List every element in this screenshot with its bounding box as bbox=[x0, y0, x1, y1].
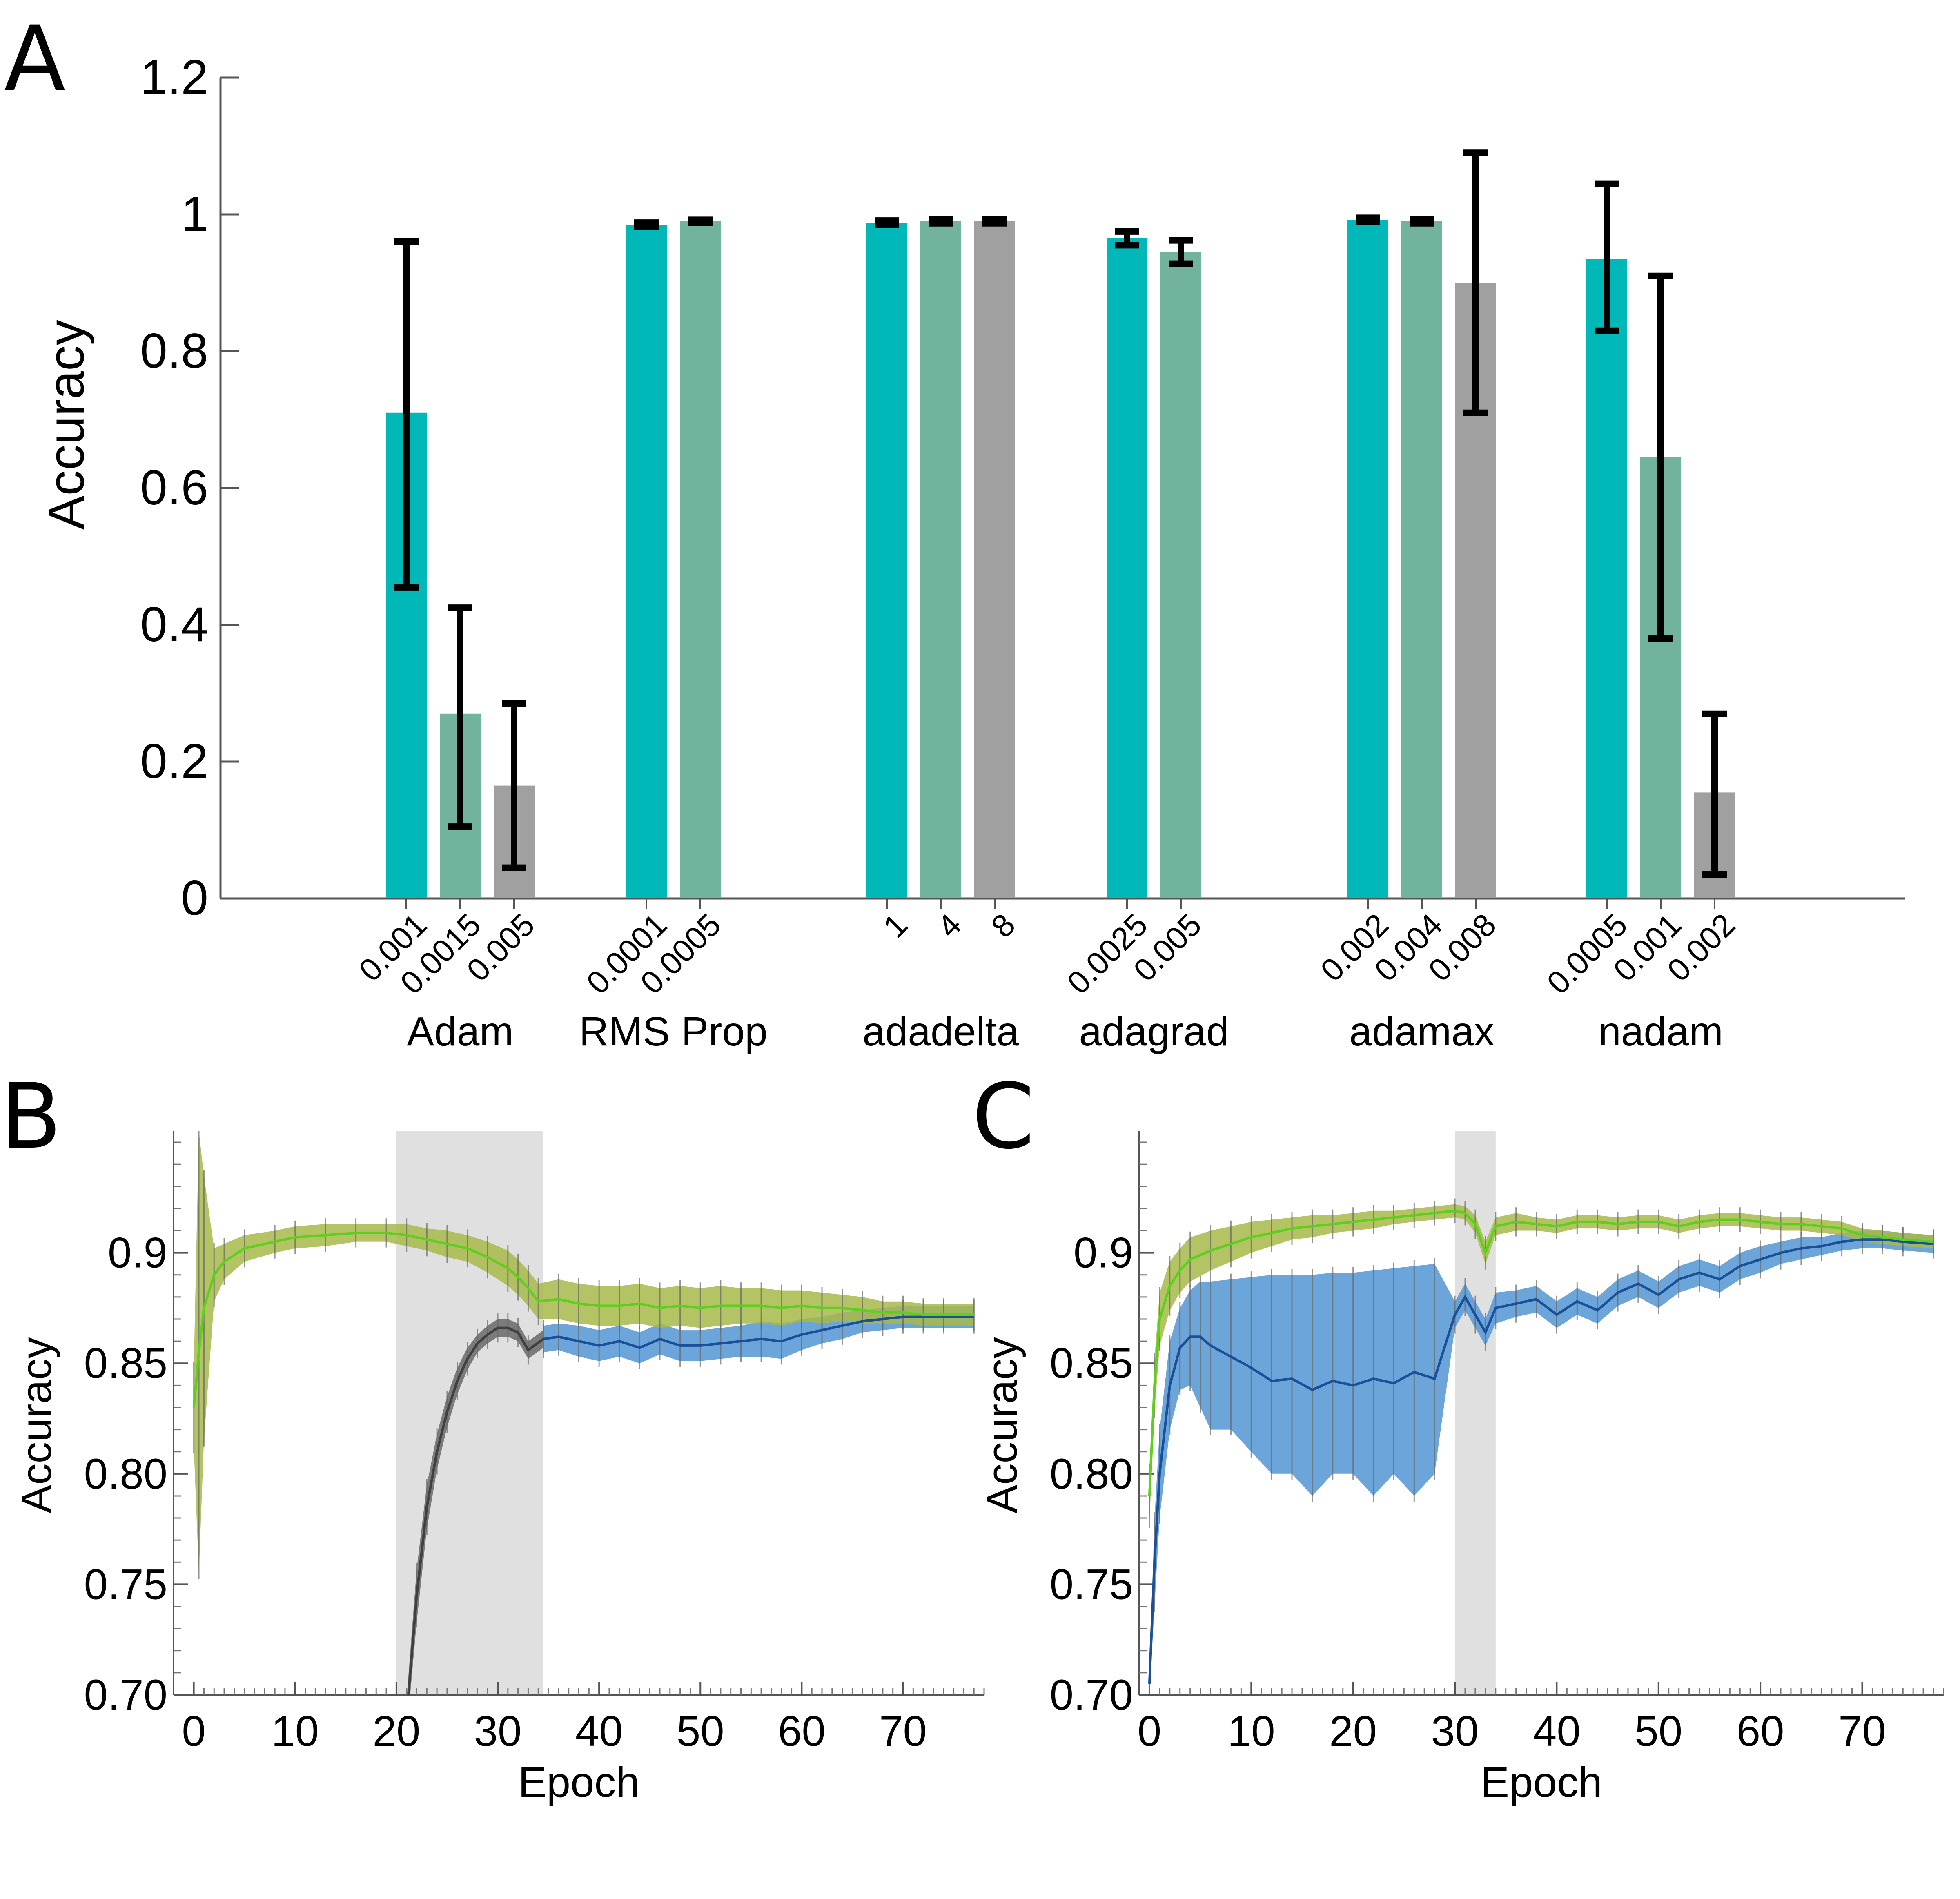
y-tick-label: 0.9 bbox=[1074, 1229, 1133, 1277]
optimizer-label: Adam bbox=[407, 1009, 513, 1054]
series-band-valid bbox=[1149, 1230, 1934, 1695]
chart-c-accuracy-vs-epoch: 0.70 0.75 0.80 0.85 0.9 0 10 20 30 40 50 60 70 Epoch A… bbox=[978, 1131, 1944, 1806]
x-tick-label: 60 bbox=[778, 1707, 826, 1755]
optimizer-label: adagrad bbox=[1079, 1009, 1229, 1054]
y-tick-label: 0.4 bbox=[140, 597, 208, 652]
y-axis-label: Accuracy bbox=[978, 1337, 1026, 1513]
panel-letter-c: C bbox=[972, 1064, 1035, 1169]
y-tick-label: 0.8 bbox=[140, 323, 208, 378]
bar bbox=[1160, 252, 1201, 898]
plot-area bbox=[192, 1131, 975, 1695]
panel-letter-b: B bbox=[0, 1064, 62, 1169]
y-tick-label: 1 bbox=[181, 187, 208, 241]
x-tick-label: 10 bbox=[271, 1707, 319, 1755]
x-tick-label: 0 bbox=[182, 1707, 205, 1755]
y-axis-label: Accuracy bbox=[38, 319, 95, 530]
y-tick-label: 0.6 bbox=[140, 460, 208, 515]
x-tick-label: 50 bbox=[1635, 1707, 1682, 1755]
series-band-pre bbox=[407, 1319, 543, 1695]
x-tick-label: 50 bbox=[677, 1707, 724, 1755]
bar bbox=[866, 223, 907, 898]
learning-rate-label: 4 bbox=[930, 907, 968, 945]
optimizer-label: RMS Prop bbox=[579, 1009, 767, 1054]
y-tick-label: 0.75 bbox=[84, 1560, 167, 1608]
x-tick-label: 20 bbox=[1329, 1707, 1377, 1755]
y-axis-label: Accuracy bbox=[13, 1337, 60, 1513]
optimizer-label: adamax bbox=[1349, 1009, 1494, 1054]
series-line-pre bbox=[407, 1326, 544, 1695]
chart-a-accuracy-by-optimizer: 00.20.40.60.811.2Accuracy0.0010.00150.00… bbox=[38, 50, 1905, 1054]
y-tick-label: 0.70 bbox=[84, 1671, 167, 1719]
series-band-train bbox=[1149, 1204, 1934, 1522]
y-tick-label: 0 bbox=[181, 871, 208, 925]
y-tick-label: 0.80 bbox=[84, 1450, 167, 1498]
x-tick-label: 30 bbox=[1431, 1707, 1479, 1755]
x-axis-label: Epoch bbox=[518, 1759, 640, 1806]
y-tick-label: 0.70 bbox=[1050, 1671, 1133, 1719]
x-tick-label: 70 bbox=[879, 1707, 927, 1755]
x-tick-label: 60 bbox=[1737, 1707, 1784, 1755]
y-tick-label: 0.2 bbox=[140, 734, 208, 789]
x-tick-label: 70 bbox=[1838, 1707, 1886, 1755]
x-tick-label: 20 bbox=[372, 1707, 420, 1755]
x-tick-label: 30 bbox=[474, 1707, 522, 1755]
learning-rate-label: 8 bbox=[984, 907, 1022, 945]
bar bbox=[1586, 259, 1627, 898]
bar bbox=[1401, 221, 1442, 898]
y-tick-label: 0.9 bbox=[108, 1229, 167, 1277]
optimizer-label: nadam bbox=[1598, 1009, 1723, 1054]
bar bbox=[974, 221, 1015, 898]
series-line-valid bbox=[1148, 1238, 1934, 1684]
chart-b-accuracy-vs-epoch: 0.70 0.75 0.80 0.85 0.9 0 10 20 30 40 50 60 70 Epoch A… bbox=[13, 1131, 985, 1806]
plot-area bbox=[1148, 1198, 1934, 1695]
y-tick-label: 0.75 bbox=[1050, 1560, 1133, 1608]
x-tick-label: 0 bbox=[1138, 1707, 1161, 1755]
x-tick-label: 40 bbox=[575, 1707, 623, 1755]
panel-letter-a: A bbox=[4, 7, 66, 111]
shaded-region bbox=[396, 1131, 543, 1695]
x-tick-label: 40 bbox=[1533, 1707, 1581, 1755]
y-tick-label: 0.80 bbox=[1050, 1450, 1133, 1498]
bar bbox=[920, 221, 961, 898]
bar bbox=[626, 225, 667, 898]
series-line-valid bbox=[543, 1315, 974, 1349]
bar bbox=[1348, 220, 1388, 898]
series-band-train bbox=[194, 1131, 974, 1574]
bar bbox=[1107, 238, 1147, 898]
bar bbox=[680, 221, 721, 898]
x-tick-label: 10 bbox=[1227, 1707, 1275, 1755]
optimizer-label: adadelta bbox=[862, 1009, 1019, 1054]
y-tick-label: 1.2 bbox=[140, 50, 208, 105]
series-line-train bbox=[192, 1231, 974, 1408]
series-line-train bbox=[1148, 1209, 1934, 1496]
learning-rate-label: 1 bbox=[876, 907, 914, 945]
x-axis-label: Epoch bbox=[1481, 1759, 1602, 1806]
y-tick-label: 0.85 bbox=[84, 1340, 167, 1387]
y-tick-label: 0.85 bbox=[1050, 1340, 1133, 1387]
